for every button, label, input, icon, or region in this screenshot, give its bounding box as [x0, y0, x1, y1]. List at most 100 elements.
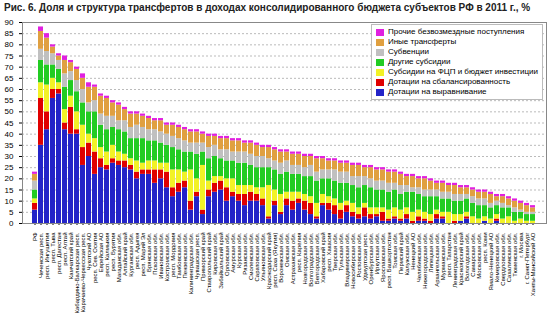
svg-text:Алтайский край: Алтайский край [121, 232, 128, 276]
svg-text:Новгородская обл.: Новгородская обл. [301, 232, 308, 285]
svg-text:Нижегородская обл.: Нижегородская обл. [421, 232, 428, 289]
svg-text:Ивановская обл.: Ивановская обл. [157, 232, 164, 279]
svg-text:Ставропольский край: Ставропольский край [205, 232, 212, 293]
html-text:Рис. 6. Доля и структура транс: Рис. 6. Доля и структура трансфертов в д… [4, 2, 531, 13]
svg-text:Ярославская обл.: Ярославская обл. [379, 232, 386, 283]
svg-text:70: 70 [5, 63, 14, 72]
svg-text:Калужская обл.: Калужская обл. [403, 232, 410, 276]
svg-text:Новосибирская обл.: Новосибирская обл. [349, 232, 356, 289]
svg-text:65: 65 [5, 74, 14, 83]
svg-text:Чеченская респ.: Чеченская респ. [37, 232, 44, 278]
svg-text:Оренбургская обл.: Оренбургская обл. [367, 232, 374, 285]
svg-text:Чувашская респ.: Чувашская респ. [193, 232, 200, 280]
svg-text:Хабаровский край: Хабаровский край [319, 232, 326, 283]
svg-text:Воронежская обл.: Воронежская обл. [277, 232, 284, 283]
svg-text:10: 10 [5, 197, 14, 206]
html-text:Субвенции: Субвенции [387, 47, 429, 56]
svg-text:Ростовская обл.: Ростовская обл. [355, 232, 362, 278]
svg-text:респ. Хакасия: респ. Хакасия [325, 232, 332, 272]
svg-text:30: 30 [5, 152, 14, 161]
svg-text:респ. Саха (Якутия): респ. Саха (Якутия) [271, 232, 278, 288]
svg-text:Удмуртская респ.: Удмуртская респ. [361, 232, 368, 281]
svg-text:респ. Алтай: респ. Алтай [61, 232, 68, 266]
svg-text:25: 25 [5, 163, 14, 172]
svg-text:респ. Адыгея: респ. Адыгея [133, 232, 140, 270]
svg-text:80: 80 [5, 40, 14, 49]
html-text:Дотации на выравнивание: Дотации на выравнивание [387, 87, 487, 96]
html-text:Субсидии на ФЦП и бюджет инвес: Субсидии на ФЦП и бюджет инвестиции [387, 67, 538, 76]
svg-text:Магаданская обл.: Магаданская обл. [115, 232, 122, 283]
html-text:Иные трансферты: Иные трансферты [387, 37, 457, 46]
svg-text:Курганская обл.: Курганская обл. [127, 232, 134, 277]
svg-text:респ. Карелия: респ. Карелия [295, 232, 302, 273]
svg-text:20: 20 [5, 174, 14, 183]
svg-text:респ. Мордовия: респ. Мордовия [169, 232, 176, 277]
svg-text:респ. Марий Эл: респ. Марий Эл [139, 232, 146, 277]
svg-text:Пензенская обл.: Пензенская обл. [181, 232, 188, 279]
svg-text:респ. Башкортостан: респ. Башкортостан [385, 232, 392, 289]
svg-text:Приморский край: Приморский край [199, 232, 206, 281]
svg-text:Рязанская обл.: Рязанская обл. [241, 232, 248, 275]
svg-text:90: 90 [5, 18, 14, 27]
svg-text:50: 50 [5, 107, 14, 116]
svg-text:респ. Сев. Осетия: респ. Сев. Осетия [91, 232, 98, 284]
svg-text:Ленинградская обл.: Ленинградская обл. [451, 232, 458, 288]
svg-text:85: 85 [5, 29, 14, 38]
svg-text:Брянская обл.: Брянская обл. [145, 232, 152, 272]
svg-text:Кабардино-Балкарская респ.: Кабардино-Балкарская респ. [73, 232, 80, 314]
svg-text:Камчатский край: Камчатский край [67, 232, 74, 280]
svg-text:Мурманская обл.: Мурманская обл. [439, 232, 446, 281]
svg-text:Еврейская АО: Еврейская АО [97, 232, 104, 273]
html-text:Другие субсидии: Другие субсидии [387, 57, 451, 66]
svg-text:Костромская обл.: Костромская обл. [163, 232, 170, 282]
svg-text:Карачаево-Черкесская респ.: Карачаево-Черкесская респ. [79, 232, 86, 313]
svg-text:Белгородская обл.: Белгородская обл. [313, 232, 320, 285]
html-text:Дотации на сбалансированность: Дотации на сбалансированность [387, 77, 511, 86]
svg-text:респ. Татарстан: респ. Татарстан [445, 232, 452, 277]
svg-text:Тамбовская обл.: Тамбовская обл. [175, 232, 182, 279]
svg-text:Орловская обл.: Орловская обл. [223, 232, 230, 276]
svg-text:55: 55 [5, 96, 14, 105]
svg-text:Смоленская обл.: Смоленская обл. [247, 232, 254, 280]
svg-text:РФ: РФ [31, 232, 38, 241]
svg-text:Забайкальский край: Забайкальский край [217, 232, 224, 289]
svg-text:60: 60 [5, 85, 14, 94]
svg-text:Астраханская обл.: Астраханская обл. [289, 232, 296, 285]
svg-text:Тульская обл.: Тульская обл. [337, 232, 344, 271]
svg-text:респ. Тыва: респ. Тыва [49, 232, 56, 263]
svg-text:Калининградская обл.: Калининградская обл. [187, 232, 194, 295]
svg-text:Ханты-Мансийский АО: Ханты-Мансийский АО [530, 232, 536, 296]
svg-text:Тверская обл.: Тверская обл. [331, 232, 338, 272]
html-text:Прочие безвозмездные поступлен: Прочие безвозмездные поступления [387, 27, 525, 36]
svg-text:Томская обл.: Томская обл. [391, 232, 398, 269]
svg-text:5: 5 [9, 208, 14, 217]
svg-text:Кировская обл.: Кировская обл. [211, 232, 218, 275]
svg-text:0: 0 [9, 219, 14, 228]
svg-text:Омская обл.: Омская обл. [283, 232, 290, 267]
svg-text:Иркутская обл.: Иркутская обл. [373, 232, 380, 275]
svg-text:Ульяновская обл.: Ульяновская обл. [259, 232, 266, 282]
svg-text:Красноярский край: Красноярский край [457, 232, 464, 286]
svg-text:респ. Бурятия: респ. Бурятия [109, 232, 116, 272]
svg-text:35: 35 [5, 141, 14, 150]
svg-text:Липецкая обл.: Липецкая обл. [427, 232, 434, 273]
svg-text:Саратовская обл.: Саратовская обл. [253, 232, 260, 282]
svg-text:респ. Калмыкия: респ. Калмыкия [103, 232, 110, 277]
svg-text:Пермский край: Пермский край [397, 232, 404, 275]
svg-text:Курская обл.: Курская обл. [235, 232, 242, 268]
svg-text:Владимирская обл.: Владимирская обл. [343, 232, 350, 287]
svg-text:40: 40 [5, 130, 14, 139]
svg-text:Чукотский АО: Чукотский АО [85, 232, 92, 271]
svg-text:Амурская обл.: Амурская обл. [229, 232, 236, 273]
svg-text:Архангельская обл.: Архангельская обл. [433, 232, 440, 287]
svg-text:респ. Дагестан: респ. Дагестан [55, 232, 62, 274]
svg-text:Краснодарский край: Краснодарский край [265, 232, 272, 289]
svg-text:Ненецкий АО: Ненецкий АО [409, 232, 416, 270]
svg-text:Волгоградская обл.: Волгоградская обл. [307, 232, 314, 287]
svg-text:респ. Ингушетия: респ. Ингушетия [43, 232, 50, 279]
svg-text:Псковская обл.: Псковская обл. [151, 232, 158, 275]
svg-text:75: 75 [5, 52, 14, 61]
svg-text:Челябинская обл.: Челябинская обл. [415, 232, 422, 283]
svg-text:15: 15 [5, 186, 14, 195]
svg-text:45: 45 [5, 119, 14, 128]
